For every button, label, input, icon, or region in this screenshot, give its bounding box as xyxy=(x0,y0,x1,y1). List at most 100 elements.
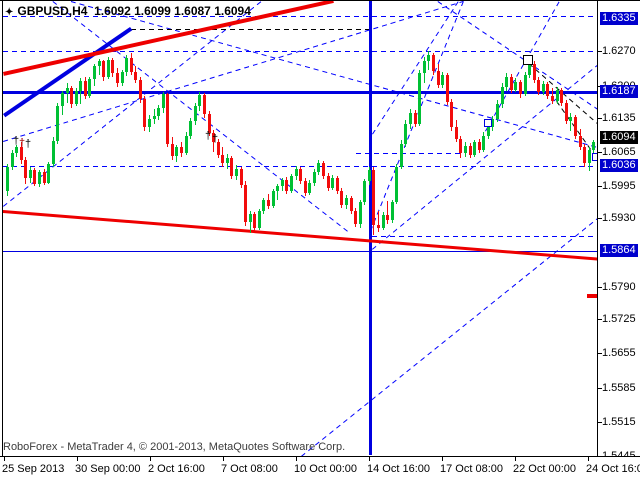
price-axis[interactable]: 1.62701.62001.61351.60651.59951.59301.57… xyxy=(597,1,640,462)
time-axis[interactable]: 25 Sep 2013 30 Sep 00:00 2 Oct 16:00 7 Oct … xyxy=(0,456,640,480)
candle-bear xyxy=(335,177,339,191)
candle-bull xyxy=(97,61,101,66)
candle-bear xyxy=(372,170,376,226)
candle-bear xyxy=(253,214,257,228)
candle-bear xyxy=(468,145,472,156)
candle-bull xyxy=(404,123,408,144)
candle-bear xyxy=(518,81,522,95)
arrow-mark-icon: † xyxy=(25,138,32,150)
candle-bear xyxy=(322,163,326,176)
ohlc-values-label: 1.6092 1.6099 1.6087 1.6094 xyxy=(94,4,251,18)
candle-bull xyxy=(473,142,477,156)
candle-bull xyxy=(157,107,161,117)
price-tick-mark xyxy=(598,218,602,220)
candle-bear xyxy=(573,117,577,136)
price-level-badge: 1.6094 xyxy=(600,130,638,144)
candle-bear xyxy=(180,146,184,154)
chart-plot-area[interactable]: † † † † † xyxy=(2,1,597,456)
candle-bear xyxy=(42,172,46,183)
symbol-period-label: GBPUSD,H4 xyxy=(17,4,88,18)
price-tick-label: 1.5515 xyxy=(602,415,636,428)
time-tick-label: 22 Oct 00:00 xyxy=(513,463,576,475)
support-15864 xyxy=(3,250,597,252)
time-tick-label: 24 Oct 16:00 xyxy=(586,463,640,475)
candle-wick xyxy=(98,58,100,75)
candle-bull xyxy=(74,90,78,105)
candle-bull xyxy=(528,63,532,75)
price-tick-label: 1.5930 xyxy=(602,212,636,225)
price-level-badge: 1.6335 xyxy=(600,12,638,26)
candle-bull xyxy=(500,86,504,105)
candle-bear xyxy=(134,71,138,80)
candle-bull xyxy=(175,146,179,157)
candle-bull xyxy=(418,73,422,124)
candle-bull xyxy=(587,150,591,164)
candle-bull xyxy=(569,117,573,121)
time-tick-label: 14 Oct 16:00 xyxy=(367,463,430,475)
time-tick-label: 10 Oct 00:00 xyxy=(294,463,357,475)
candle-bear xyxy=(386,215,390,221)
candle-bull xyxy=(523,74,527,95)
candle-bull xyxy=(248,214,252,223)
candle-bull xyxy=(161,94,165,108)
candle-bear xyxy=(354,211,358,225)
candle-bull xyxy=(422,61,426,74)
time-tick-label: 2 Oct 16:00 xyxy=(148,463,205,475)
candle-bull xyxy=(482,135,486,151)
candle-bull xyxy=(358,202,362,225)
candle-bear xyxy=(24,160,28,178)
candle-bear xyxy=(564,103,568,121)
candle-bull xyxy=(10,153,14,167)
candle-bear xyxy=(285,179,289,191)
candle-bear xyxy=(239,169,243,185)
candle-bull xyxy=(189,120,193,136)
candle-bull xyxy=(276,185,280,192)
candle-bear xyxy=(349,197,353,212)
price-tick-mark xyxy=(598,117,602,119)
candle-bull xyxy=(592,142,596,151)
candle-bear xyxy=(244,184,248,223)
square-marker-black-top[interactable] xyxy=(523,55,533,65)
candle-bull xyxy=(28,170,32,178)
candle-bear xyxy=(207,114,211,133)
candle-bear xyxy=(578,135,582,147)
square-marker-blue-low[interactable] xyxy=(484,119,492,127)
candle-bear xyxy=(303,180,307,193)
price-tick-mark xyxy=(598,387,602,389)
candle-bear xyxy=(436,70,440,85)
price-tick-label: 1.5995 xyxy=(602,180,636,193)
candle-wick xyxy=(377,210,379,232)
price-tick-mark xyxy=(598,186,602,188)
copyright-text: RoboForex - MetaTrader 4, © 2001-2013, M… xyxy=(3,441,346,453)
time-tick-label: 25 Sep 2013 xyxy=(2,463,65,475)
candle-bull xyxy=(198,95,202,107)
candle-bull xyxy=(225,158,229,164)
candle-bear xyxy=(33,170,37,184)
candle-bear xyxy=(230,158,234,176)
time-tick-mark xyxy=(369,457,370,461)
candle-bear xyxy=(326,175,330,188)
candle-bear xyxy=(221,155,225,164)
chart-title: ✦ GBPUSD,H4 1.6092 1.6099 1.6087 1.6094 xyxy=(5,4,251,18)
time-tick-mark xyxy=(296,457,297,461)
diag-up-shallow xyxy=(3,1,464,142)
candle-bear xyxy=(166,94,170,144)
square-marker-blue-right[interactable] xyxy=(592,153,597,161)
candle-bull xyxy=(541,83,545,93)
candle-bear xyxy=(477,142,481,151)
resistance-16187 xyxy=(3,90,597,94)
candle-bear xyxy=(170,143,174,157)
arrow-mark-icon: † xyxy=(13,135,20,147)
candle-bull xyxy=(367,170,371,182)
time-tick-label: 17 Oct 08:00 xyxy=(440,463,503,475)
candle-bull xyxy=(331,177,335,188)
candle-bear xyxy=(551,96,555,102)
black-level-16310 xyxy=(131,28,371,30)
candle-bull xyxy=(60,93,64,107)
candle-bull xyxy=(271,191,275,206)
candle-bull xyxy=(427,55,431,62)
time-tick-mark xyxy=(515,457,516,461)
candle-bull xyxy=(120,71,124,84)
candle-bull xyxy=(409,112,413,124)
